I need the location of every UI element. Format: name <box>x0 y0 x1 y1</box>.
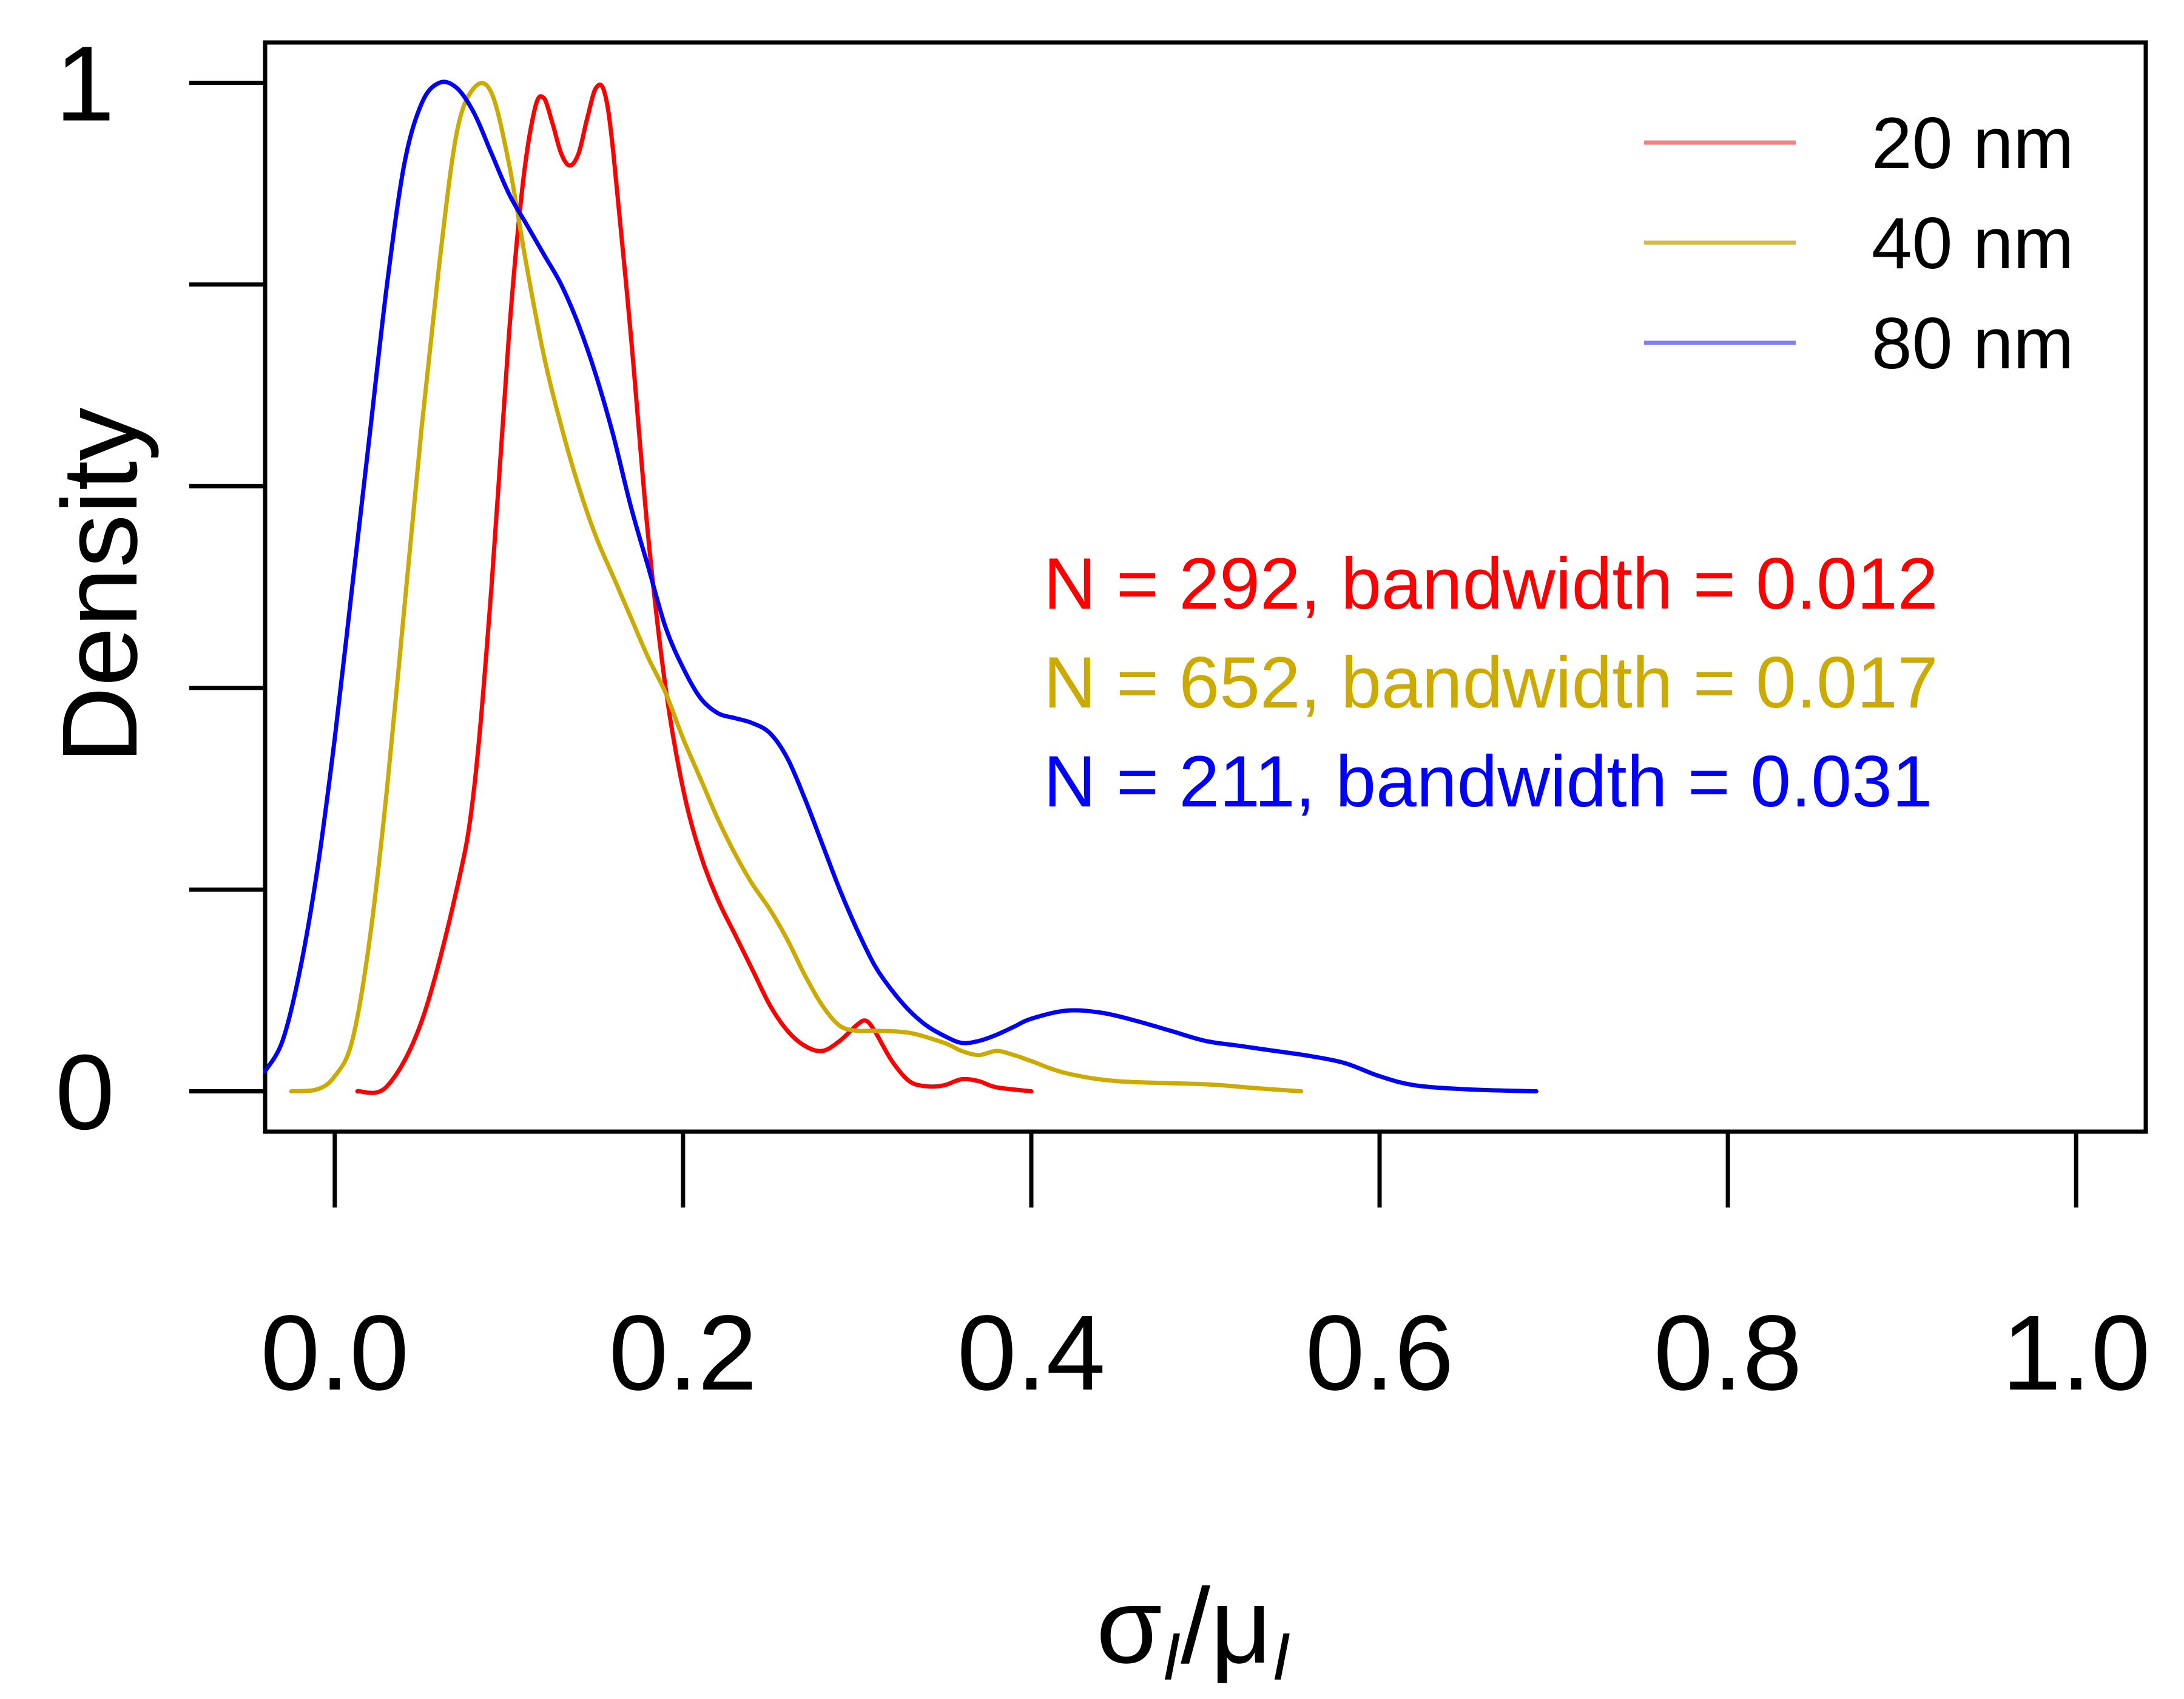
series-line-80-nm <box>263 79 1539 1093</box>
x-tick-label: 0.6 <box>1306 1294 1454 1413</box>
density-curves <box>263 79 1539 1095</box>
legend-label: 80 nm <box>1872 303 2074 384</box>
annotation-text: N = 292, bandwidth = 0.012 <box>1043 543 1938 624</box>
y-tick-label: 0 <box>55 1033 115 1152</box>
y-axis-title: Density <box>41 408 160 764</box>
x-title-numerator: σ <box>1096 1567 1162 1686</box>
x-title-denominator: μ <box>1210 1567 1272 1686</box>
legend-label: 40 nm <box>1872 203 2074 284</box>
y-tick-label: 1 <box>55 24 115 143</box>
plot-frame <box>263 40 2148 1134</box>
x-tick-label: 0.8 <box>1654 1294 1802 1413</box>
x-axis: 0.0 0.2 0.4 0.6 0.8 1.0 <box>260 1132 2151 1413</box>
series-line-20-nm <box>355 83 1034 1095</box>
x-title-denominator-sub: I <box>1272 1620 1290 1694</box>
series-line-40-nm <box>289 81 1304 1093</box>
x-title-numerator-sub: I <box>1162 1620 1181 1694</box>
annotation-text: N = 652, bandwidth = 0.017 <box>1043 642 1938 723</box>
x-title-slash: / <box>1181 1567 1210 1686</box>
x-tick-label: 1.0 <box>2002 1294 2151 1413</box>
x-axis-title: σI/μI <box>1096 1567 1290 1694</box>
x-tick-label: 0.0 <box>260 1294 409 1413</box>
annotation-text: N = 211, bandwidth = 0.031 <box>1043 741 1933 822</box>
annotations: N = 292, bandwidth = 0.012 N = 652, bandw… <box>1043 543 1938 822</box>
legend: 20 nm 40 nm 80 nm <box>1644 103 2074 384</box>
legend-label: 20 nm <box>1872 103 2074 184</box>
x-tick-label: 0.4 <box>957 1294 1106 1413</box>
y-axis: 01 <box>55 24 265 1152</box>
x-tick-label: 0.2 <box>609 1294 758 1413</box>
